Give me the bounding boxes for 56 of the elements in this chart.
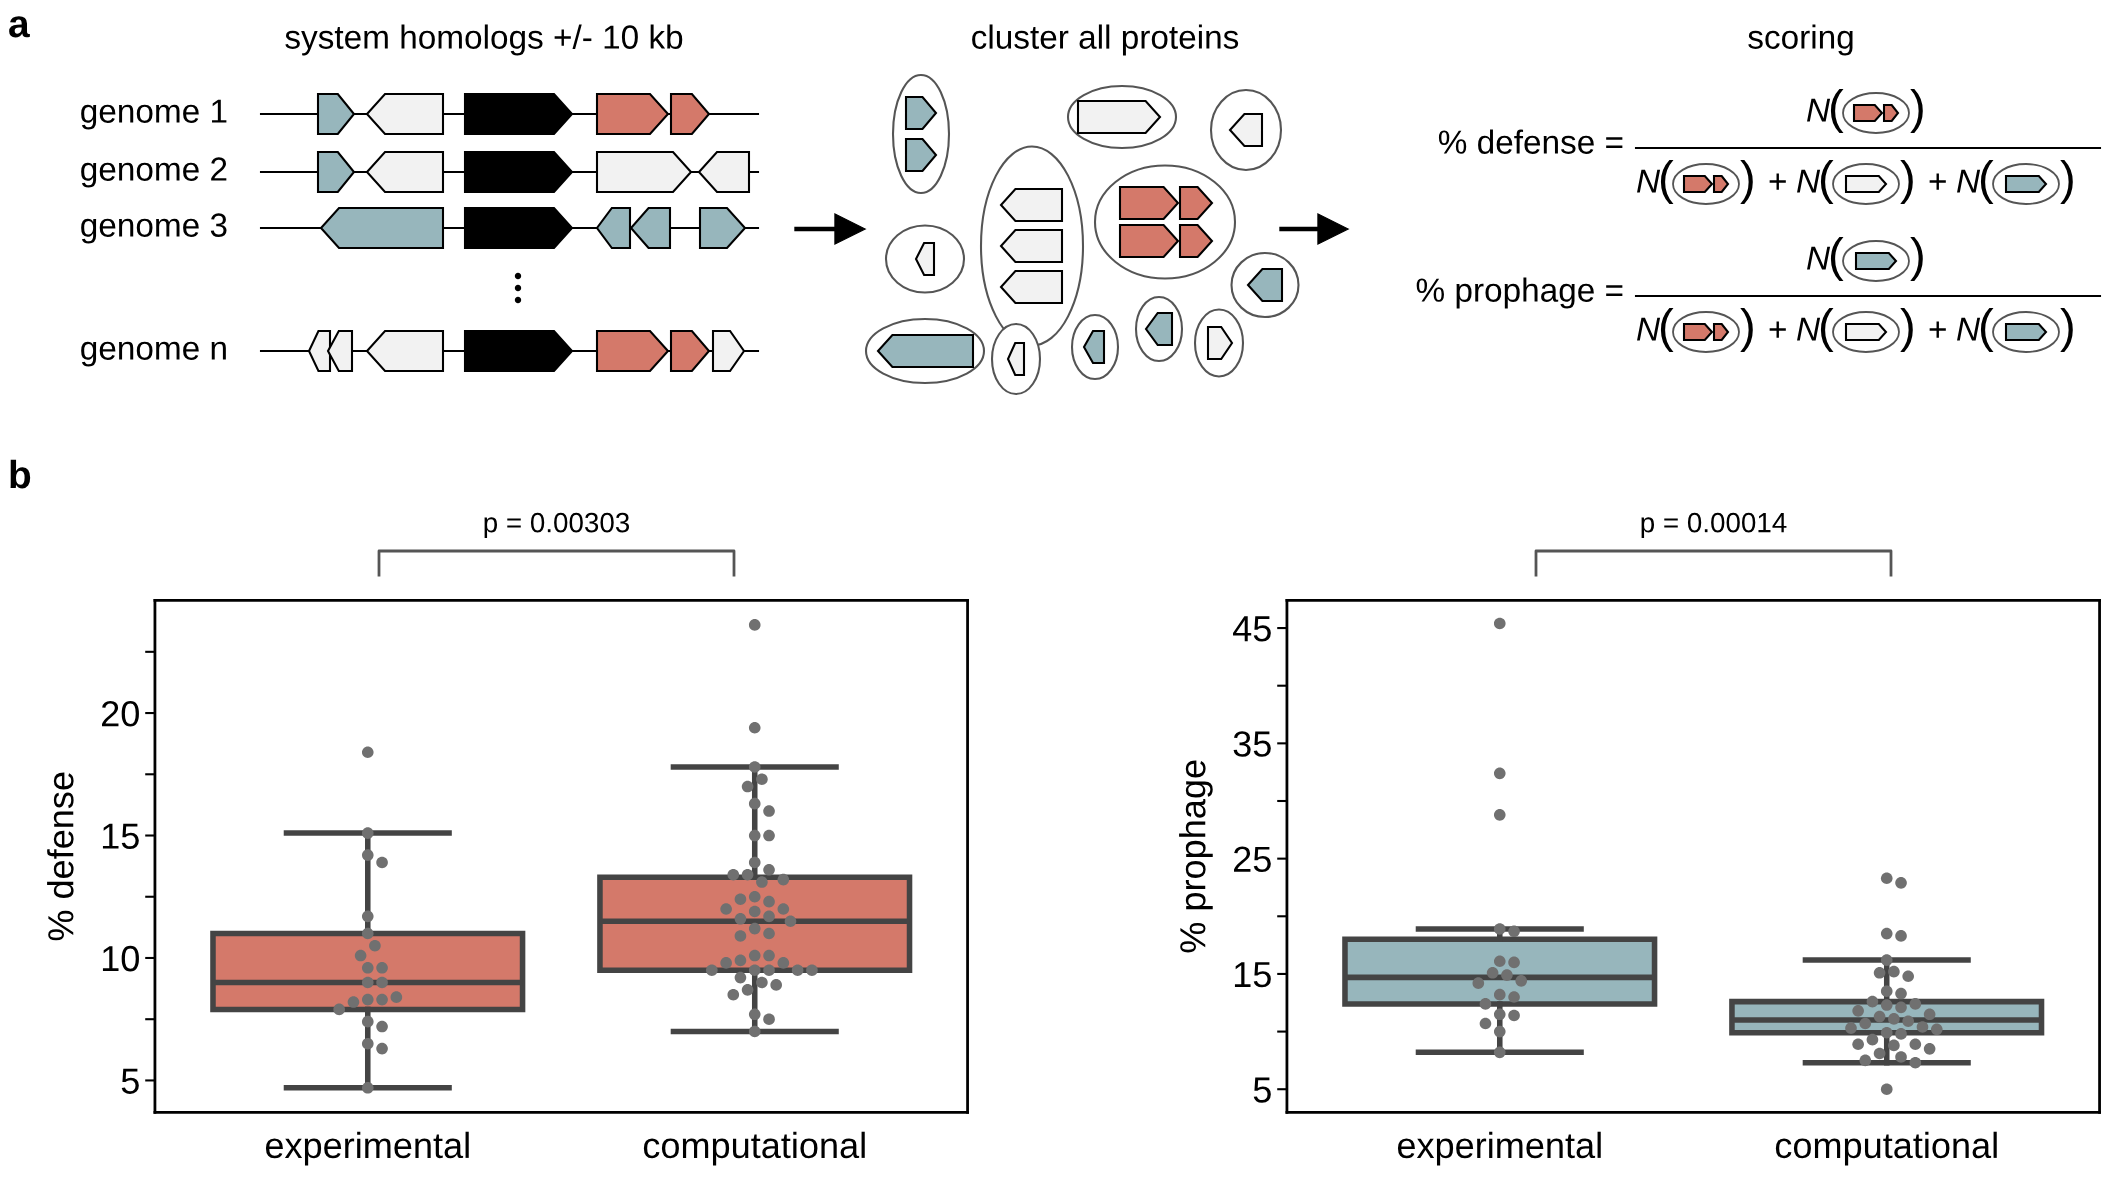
text: N xyxy=(1637,317,1661,341)
y-tick-label: 35 xyxy=(1233,731,1271,757)
text: ) xyxy=(1740,159,1753,204)
text: ) xyxy=(1910,88,1923,133)
text: ( xyxy=(1660,307,1674,352)
text: N xyxy=(1807,246,1831,270)
text: ( xyxy=(1980,307,1994,352)
x-tick-label: computational xyxy=(1775,1131,1997,1166)
y-tick-label: 20 xyxy=(102,700,139,727)
y-tick-label: 45 xyxy=(1233,616,1271,642)
text: ( xyxy=(1820,307,1834,352)
y-tick-label: 10 xyxy=(102,945,139,972)
text: ( xyxy=(1830,236,1844,281)
text: % prophage = xyxy=(1416,277,1623,309)
text: + xyxy=(1769,173,1786,190)
text: ( xyxy=(1820,159,1834,204)
text: % defense = xyxy=(1438,129,1623,154)
text: genome 1 xyxy=(81,99,227,130)
text: genome 3 xyxy=(81,213,227,244)
y-tick-label: 5 xyxy=(1253,1077,1271,1103)
text: system homologs +/- 10 kb xyxy=(285,24,683,56)
y-tick-label: 25 xyxy=(1234,846,1271,873)
text: genome n xyxy=(81,341,226,367)
text: ( xyxy=(1660,159,1674,204)
text: b xyxy=(10,459,31,489)
y-tick-label: 5 xyxy=(121,1068,139,1094)
text: a xyxy=(9,16,30,38)
x-tick-label: experimental xyxy=(1397,1131,1601,1166)
y-axis-title: % prophage xyxy=(1179,760,1213,953)
text: + xyxy=(1769,321,1786,338)
text: ) xyxy=(1900,159,1913,204)
y-tick-label: 15 xyxy=(1234,962,1271,988)
text: N xyxy=(1637,169,1661,193)
text: p = 0.00014 xyxy=(1641,512,1787,538)
text: ) xyxy=(1740,307,1753,352)
text: ) xyxy=(2060,159,2073,204)
text: ) xyxy=(2060,307,2073,352)
text: ) xyxy=(1900,307,1913,352)
text: ) xyxy=(1910,236,1923,281)
text: N xyxy=(1797,169,1821,193)
text: genome 2 xyxy=(81,157,227,188)
text: N xyxy=(1957,317,1981,341)
text: ( xyxy=(1980,159,1994,204)
text: + xyxy=(1929,321,1946,338)
y-axis-title: % defense xyxy=(47,772,74,941)
text: p = 0.00303 xyxy=(484,512,630,538)
text: + xyxy=(1929,173,1946,190)
x-tick-label: computational xyxy=(643,1131,865,1166)
y-tick-label: 15 xyxy=(102,823,139,849)
text: cluster all proteins xyxy=(972,24,1239,56)
text: N xyxy=(1797,317,1821,341)
text: scoring xyxy=(1748,24,1853,56)
text: N xyxy=(1807,98,1831,122)
x-tick-label: experimental xyxy=(265,1131,469,1166)
text: ( xyxy=(1830,88,1844,133)
text: N xyxy=(1957,169,1981,193)
